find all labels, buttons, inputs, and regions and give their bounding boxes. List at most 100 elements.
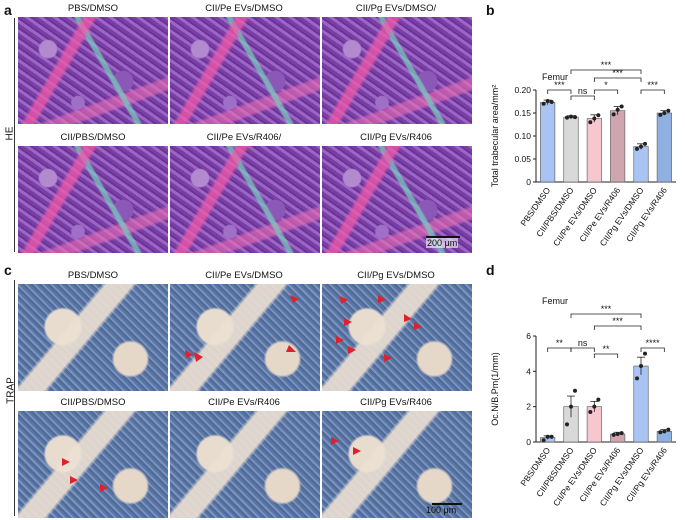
- data-point: [569, 404, 573, 409]
- significance-label: ****: [646, 338, 661, 348]
- panel-label-c: c: [4, 262, 12, 278]
- red-arrow-icon: [384, 354, 392, 362]
- data-point: [596, 397, 601, 402]
- trap-scale-bar-line: [432, 503, 462, 505]
- y-tick-label: 4: [526, 366, 531, 376]
- data-point: [573, 388, 577, 393]
- data-point: [541, 101, 546, 106]
- bar: [633, 146, 649, 183]
- data-point: [643, 351, 647, 356]
- significance-label: ***: [601, 304, 612, 314]
- data-point: [596, 113, 601, 118]
- chart-title: Femur: [542, 72, 568, 82]
- data-point: [643, 141, 647, 146]
- significance-bracket: [570, 69, 642, 74]
- red-arrow-icon: [336, 336, 344, 344]
- he-title-3: CII/Pg EVs/DMSO/: [355, 3, 437, 14]
- red-arrow-icon: [404, 314, 412, 322]
- y-tick-label: 2: [526, 402, 531, 412]
- bar: [563, 116, 579, 183]
- red-arrow-icons: [62, 295, 422, 492]
- y-tick-label: 6: [526, 331, 531, 341]
- significance-label: **: [602, 344, 610, 354]
- red-arrow-icon: [414, 322, 422, 330]
- red-arrow-icon: [70, 476, 78, 484]
- data-point: [549, 434, 554, 439]
- y-tick-label: 0.20: [514, 85, 531, 95]
- he-scale-bar-label: 200 μm: [426, 238, 459, 248]
- data-point: [635, 376, 639, 381]
- red-arrow-icon: [62, 458, 70, 466]
- trap-title-4: CII/PBS/DMSO: [60, 397, 126, 408]
- trap-title-6: CII/Pg EVs/R406: [360, 397, 432, 408]
- significance-label: ***: [612, 68, 623, 78]
- significance-bracket: [570, 347, 595, 352]
- row-bracket-he: [14, 18, 15, 252]
- y-axis-label: Total trabecular area/mm²: [490, 85, 500, 188]
- data-point: [662, 111, 667, 115]
- significance-bracket: [593, 353, 619, 358]
- bar: [586, 118, 602, 183]
- data-point: [666, 427, 671, 432]
- trap-image-pg-evs-r406: 100 μm: [322, 411, 472, 518]
- significance-label: *: [604, 80, 608, 90]
- he-title-5: CII/Pe EVs/R406/: [206, 132, 282, 143]
- data-point: [615, 107, 620, 112]
- y-tick-label: 0: [526, 177, 531, 187]
- he-image-pe-evs-dmso: [170, 17, 320, 124]
- significance-bracket: [640, 347, 665, 352]
- bar: [610, 110, 626, 183]
- significance-bracket: [593, 77, 642, 82]
- data-point: [565, 115, 569, 120]
- he-image-pbs-dmso-cii: [18, 146, 168, 253]
- red-arrow-icon: [348, 346, 356, 354]
- data-point: [588, 409, 593, 414]
- trap-image-pe-evs-dmso: [170, 284, 320, 391]
- panel-label-a: a: [4, 2, 12, 18]
- panel-label-d: d: [486, 262, 495, 278]
- he-image-pe-evs-r406: [170, 146, 320, 253]
- bar: [656, 112, 672, 183]
- data-point: [545, 434, 550, 439]
- data-point: [565, 422, 569, 427]
- red-arrow-icon: [331, 437, 339, 445]
- y-tick-label: 0.10: [514, 131, 531, 141]
- data-point: [541, 438, 546, 443]
- red-arrow-icon: [344, 318, 352, 326]
- significance-label: ns: [578, 86, 588, 96]
- row-bracket-trap: [14, 280, 15, 516]
- he-title-6: CII/Pg EVs/R406: [360, 132, 432, 143]
- he-image-pbs-dmso: [18, 17, 168, 124]
- significance-bracket: [593, 325, 642, 330]
- data-point: [619, 431, 624, 436]
- significance-bracket: [640, 89, 665, 94]
- significance-bracket: [593, 89, 619, 94]
- data-point: [549, 99, 554, 104]
- significance-label: ***: [601, 60, 612, 70]
- red-arrow-icon: [286, 345, 296, 352]
- data-point: [639, 144, 643, 149]
- significance-bracket: [570, 313, 642, 318]
- significance-label: ***: [554, 80, 565, 90]
- data-point: [611, 112, 616, 117]
- significance-bracket: [570, 95, 595, 100]
- y-tick-label: 0.05: [514, 154, 531, 164]
- trap-image-pbs-dmso-cii: [18, 411, 168, 518]
- chart-b-trabecular-area: 0 0.05 0.10 0.15 0.20 Total trabecular area/m…: [490, 60, 676, 248]
- he-title-1: PBS/DMSO: [67, 3, 119, 14]
- data-point: [569, 114, 573, 119]
- data-point: [611, 432, 616, 437]
- red-arrow-icon: [185, 350, 193, 358]
- data-point: [545, 99, 550, 104]
- data-point: [619, 104, 624, 109]
- data-point: [592, 404, 597, 409]
- chart-title: Femur: [542, 296, 568, 306]
- data-point: [592, 116, 597, 121]
- data-point: [666, 108, 671, 113]
- he-title-2: CII/Pe EVs/DMSO: [205, 3, 283, 14]
- y-tick-label: 0: [526, 437, 531, 447]
- trap-title-1: PBS/DMSO: [67, 270, 119, 281]
- red-arrow-icon: [353, 447, 361, 455]
- data-point: [639, 364, 643, 369]
